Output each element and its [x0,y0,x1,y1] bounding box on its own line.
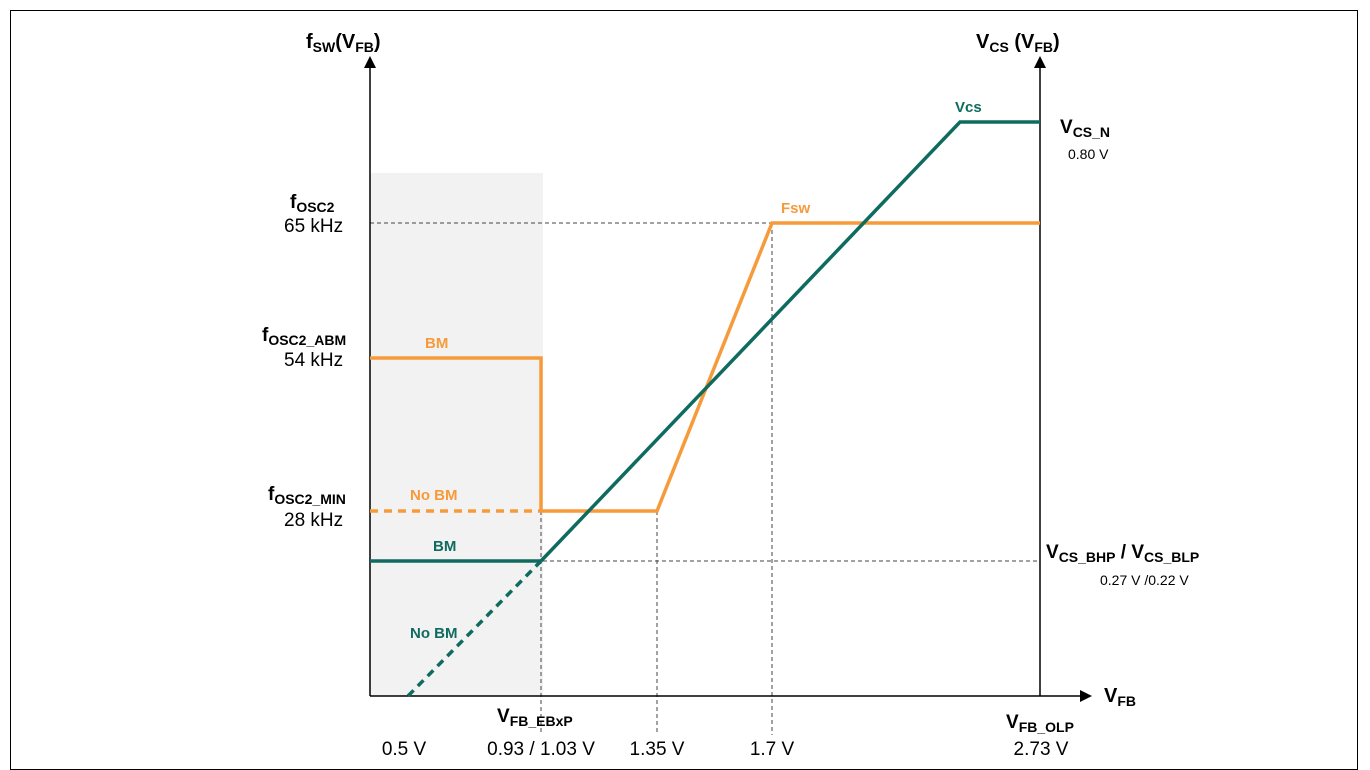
right-axis-title: VCS (VFB) [976,31,1060,55]
series-label-vcs: Vcs [955,99,982,116]
ylabel-fosc2-abm-value: 54 kHz [284,350,343,371]
ylabel-vcs-bhp-blp-value: 0.27 V /0.22 V [1100,572,1189,588]
xlabel-vfb-olp: VFB_OLP [1006,712,1074,735]
xtick-2: 1.35 V [630,739,685,760]
xtick-0: 0.5 V [382,739,427,760]
xtick-4: 2.73 V [1014,739,1069,760]
series-label-vcs-bm: BM [433,538,456,555]
ylabel-fosc2-min: fOSC2_MIN [268,484,346,507]
ylabel-fosc2: fOSC2 [290,192,335,215]
x-axis-title: VFB [1104,685,1136,709]
ylabel-vcs-n: VCS_N [1060,117,1110,140]
xtick-1: 0.93 / 1.03 V [487,739,595,760]
series-vcs-line [539,120,1040,563]
ylabel-fosc2-value: 65 kHz [284,216,343,237]
xlabel-vfb-ebxp: VFB_EBxP [497,706,573,729]
ylabel-vcs-bhp-blp: VCS_BHP / VCS_BLP [1046,542,1199,565]
series-fsw-bm-line [370,356,543,511]
series-fsw-line [541,221,1040,513]
series-label-vcs-no-bm: No BM [410,625,458,642]
series-label-fsw: Fsw [781,200,811,217]
ylabel-fosc2-min-value: 28 kHz [284,510,343,531]
series-label-fsw-bm: BM [425,335,448,352]
series-label-fsw-no-bm: No BM [410,487,458,504]
ylabel-fosc2-abm: fOSC2_ABM [262,325,346,348]
xtick-3: 1.7 V [750,739,795,760]
ylabel-vcs-n-value: 0.80 V [1068,146,1109,162]
left-axis-title: fSW(VFB) [306,31,381,55]
series-vcs-no-bm-line [406,559,543,698]
burst-mode-region [370,173,543,696]
